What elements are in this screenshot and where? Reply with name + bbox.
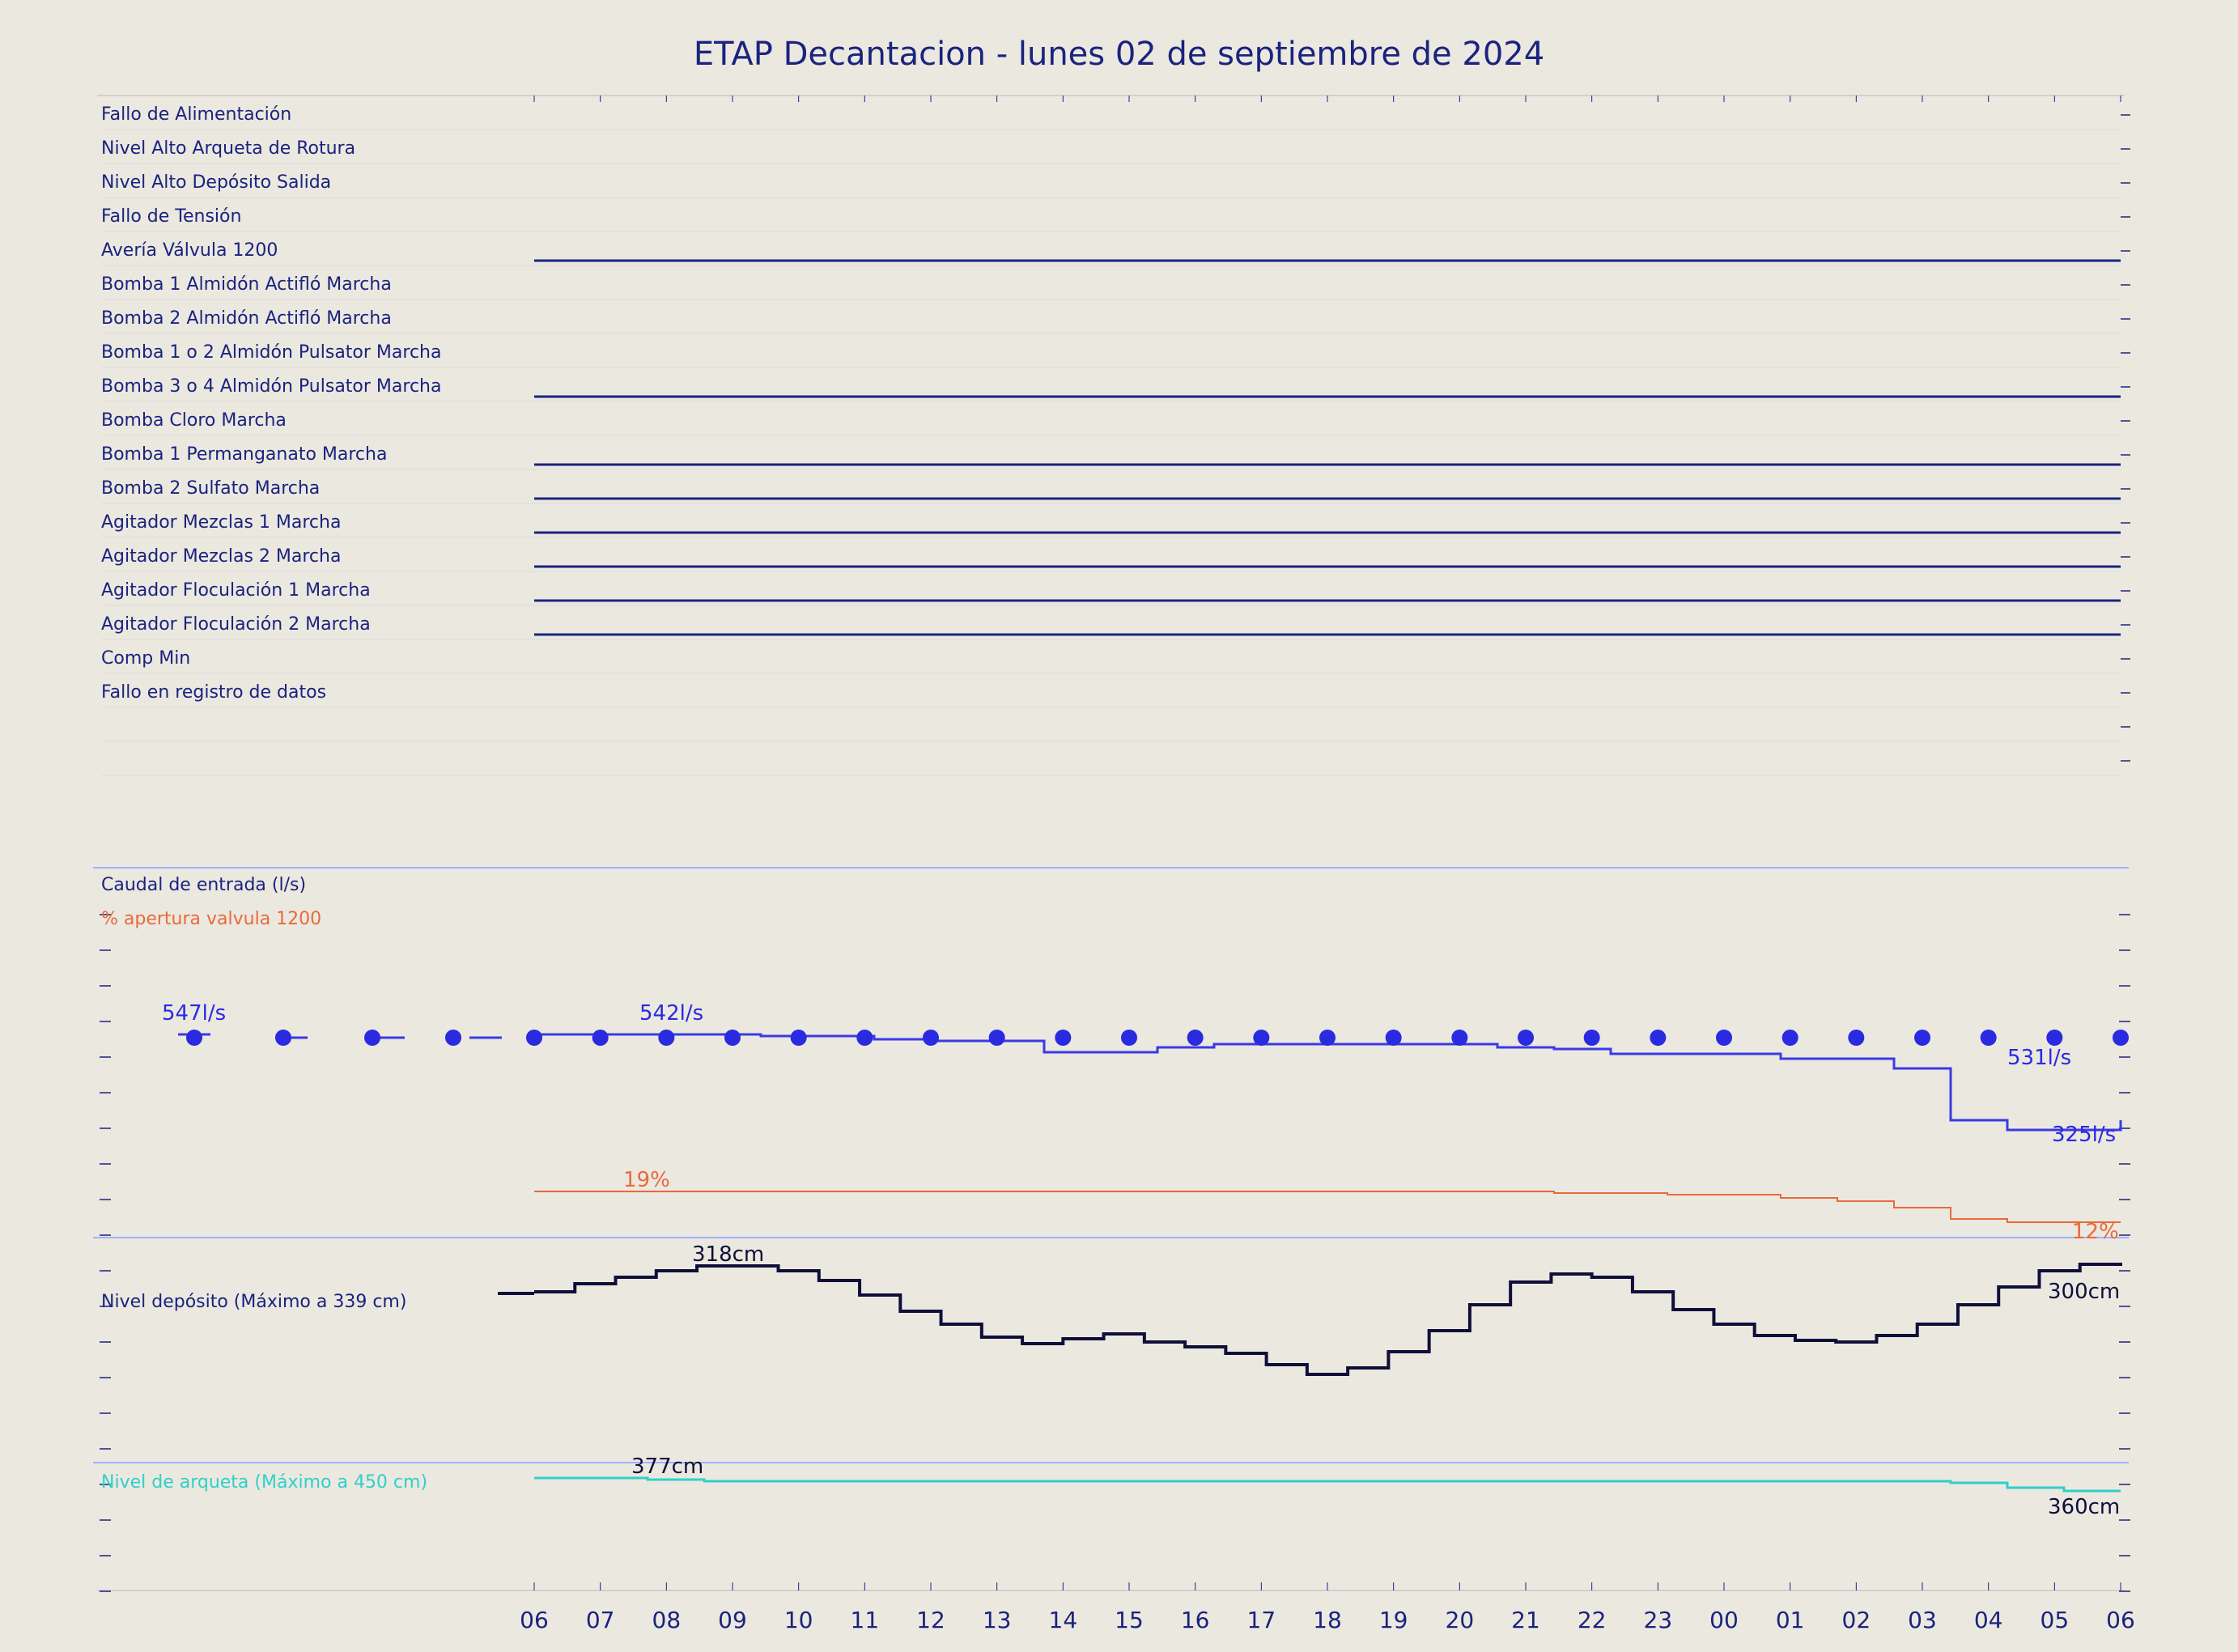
x-tick-label: 10 [784,1607,813,1633]
chart-title: ETAP Decantacion - lunes 02 de septiembr… [694,36,1544,73]
signal-row-label: Fallo en registro de datos [101,682,326,703]
nivel-arq-annotation: 360cm [2048,1495,2120,1519]
valve-annotation: 12% [2072,1220,2119,1244]
caudal-annotation: 547l/s [162,1001,226,1026]
x-tick-label: 03 [1908,1607,1937,1633]
caudal-dot [989,1030,1005,1046]
signal-row-label: Nivel Alto Arqueta de Rotura [101,138,355,159]
caudal-annotation: 531l/s [2007,1046,2071,1070]
caudal-dot [791,1030,807,1046]
caudal-dot [923,1030,939,1046]
x-tick-label: 06 [520,1607,549,1633]
valve-annotation: 19% [623,1168,670,1192]
caudal-dot [1319,1030,1336,1046]
caudal-dot [658,1030,674,1046]
x-tick-label: 06 [2106,1607,2135,1633]
signal-row-label: Nivel Alto Depósito Salida [101,172,331,193]
signal-row-label: Bomba 1 Almidón Actifló Marcha [101,274,392,295]
x-tick-label: 17 [1247,1607,1276,1633]
caudal-dot [1518,1030,1534,1046]
caudal-dot [1584,1030,1600,1046]
caudal-dot [1716,1030,1732,1046]
signal-row-label: Fallo de Alimentación [101,104,291,125]
x-tick-label: 07 [586,1607,615,1633]
caudal-dot [1187,1030,1204,1046]
caudal-label: Caudal de entrada (l/s) [101,875,306,895]
signal-row-label: Bomba 3 o 4 Almidón Pulsator Marcha [101,376,441,397]
x-tick-label: 02 [1842,1607,1871,1633]
x-tick-label: 20 [1446,1607,1475,1633]
caudal-annotation: 325l/s [2052,1123,2116,1147]
caudal-dot [2046,1030,2062,1046]
signal-row-label: Agitador Floculación 1 Marcha [101,580,371,601]
signal-row-label: Agitador Mezclas 1 Marcha [101,512,341,533]
signal-row-label: Agitador Mezclas 2 Marcha [101,546,341,567]
signal-row-label: Bomba 2 Sulfato Marcha [101,478,320,499]
x-tick-label: 08 [652,1607,682,1633]
x-tick-label: 21 [1511,1607,1540,1633]
signal-row-label: Agitador Floculación 2 Marcha [101,614,371,635]
x-tick-label: 13 [983,1607,1012,1633]
x-tick-label: 16 [1181,1607,1210,1633]
x-tick-label: 05 [2041,1607,2070,1633]
caudal-dot [1782,1030,1798,1046]
nivel-arq-annotation: 377cm [631,1455,703,1479]
caudal-dot [856,1030,873,1046]
x-tick-label: 09 [718,1607,747,1633]
x-tick-label: 04 [1974,1607,2003,1633]
x-tick-label: 19 [1379,1607,1408,1633]
caudal-dot [1451,1030,1467,1046]
caudal-dot [1981,1030,1997,1046]
signal-row-label: Fallo de Tensión [101,206,241,227]
x-tick-label: 01 [1776,1607,1805,1633]
caudal-annotation: 542l/s [639,1001,703,1026]
caudal-dot [1121,1030,1137,1046]
x-tick-label: 22 [1578,1607,1607,1633]
x-tick-label: 18 [1313,1607,1342,1633]
x-tick-label: 15 [1115,1607,1144,1633]
x-tick-label: 12 [916,1607,945,1633]
etap-chart: ETAP Decantacion - lunes 02 de septiembr… [0,0,2238,1652]
caudal-dot [1848,1030,1864,1046]
signal-row-label: Bomba 2 Almidón Actifló Marcha [101,308,392,329]
x-tick-label: 14 [1049,1607,1078,1633]
caudal-dot [1386,1030,1402,1046]
caudal-dot [724,1030,741,1046]
caudal-dot [592,1030,609,1046]
signal-row-label: Bomba Cloro Marcha [101,410,287,431]
x-tick-label: 00 [1709,1607,1739,1633]
caudal-dot [1914,1030,1930,1046]
nivel-dep-annotation: 300cm [2048,1280,2120,1304]
signal-row-label: Comp Min [101,648,190,669]
caudal-dot [1650,1030,1666,1046]
signal-row-label: Avería Válvula 1200 [101,240,278,261]
nivel-arq-label: Nivel de arqueta (Máximo a 450 cm) [101,1472,427,1493]
nivel-dep-annotation: 318cm [692,1242,764,1267]
x-tick-label: 23 [1644,1607,1673,1633]
caudal-dot [1253,1030,1269,1046]
caudal-dot [1055,1030,1071,1046]
x-tick-label: 11 [851,1607,880,1633]
valve-label: % apertura valvula 1200 [101,909,321,929]
caudal-dot [526,1030,542,1046]
signal-row-label: Bomba 1 o 2 Almidón Pulsator Marcha [101,342,441,363]
signal-row-label: Bomba 1 Permanganato Marcha [101,444,387,465]
nivel-dep-label: Nivel depósito (Máximo a 339 cm) [101,1292,406,1312]
caudal-dot [2113,1030,2129,1046]
